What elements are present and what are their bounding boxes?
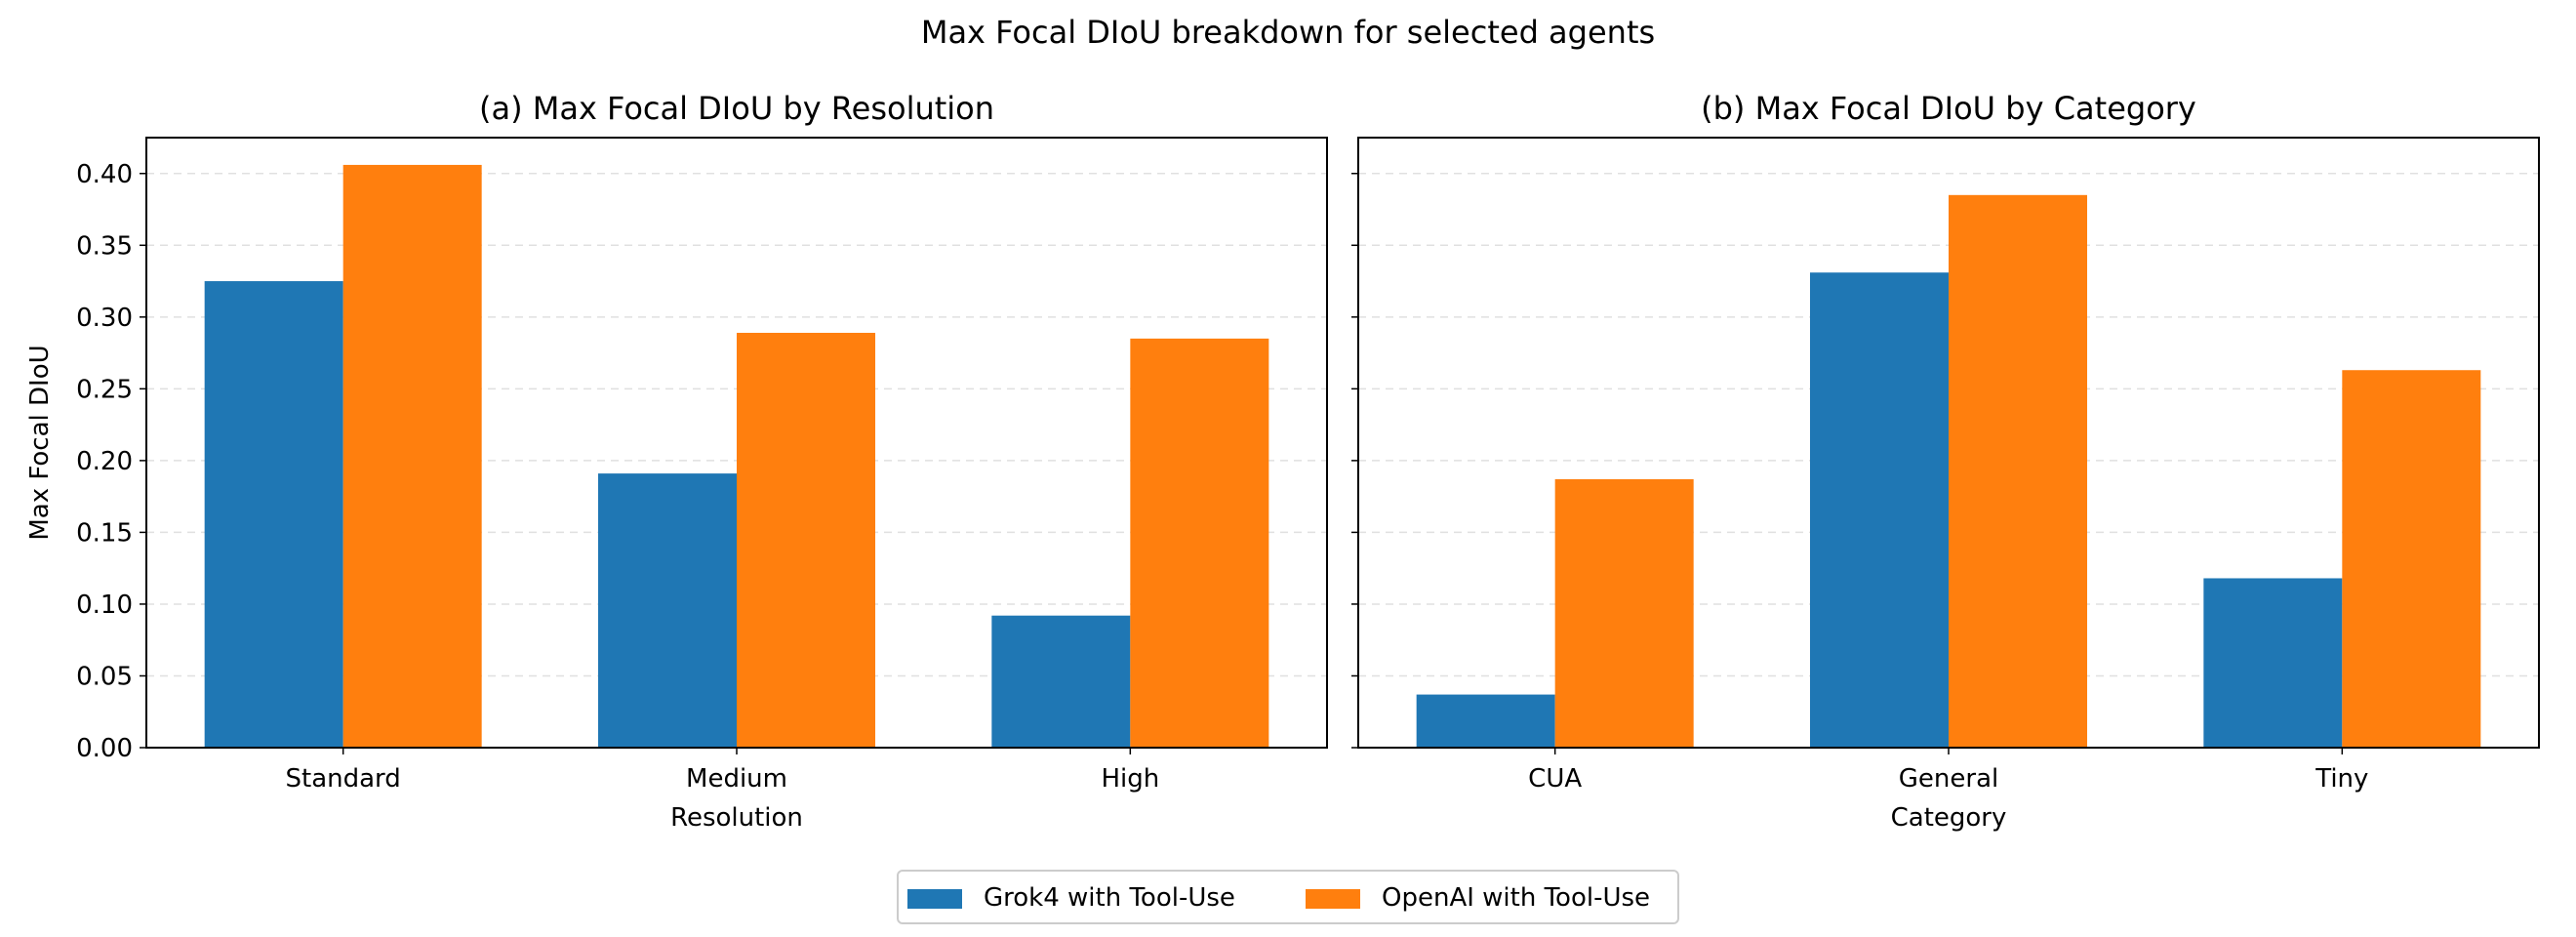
y-axis-category (1351, 173, 1358, 749)
legend-frame (897, 870, 1679, 924)
legend-swatch-openai (1306, 889, 1360, 909)
x-tick-label-cua: CUA (1528, 764, 1582, 794)
y-tick-label: 0.15 (76, 518, 133, 548)
legend: Grok4 with Tool-Use OpenAI with Tool-Use (897, 870, 1679, 924)
bar-grok4-with-tool-use-high (991, 615, 1131, 748)
legend-swatch-grok4 (907, 889, 962, 909)
y-tick-label: 0.30 (76, 304, 133, 333)
bar-openai-with-tool-use-cua (1554, 479, 1694, 748)
legend-label-openai: OpenAI with Tool-Use (1382, 883, 1650, 913)
bars-category (1416, 194, 2481, 748)
figure-title: Max Focal DIoU breakdown for selected ag… (921, 14, 1655, 51)
panel-category: CUA General Tiny (b) Max Focal DIoU by Cat… (1351, 90, 2540, 833)
x-tick-label-high: High (1101, 764, 1159, 794)
y-axis-label: Max Focal DIoU (25, 345, 55, 540)
bar-openai-with-tool-use-standard (342, 164, 482, 749)
bar-openai-with-tool-use-medium (737, 333, 875, 748)
y-tick-label: 0.25 (76, 375, 133, 404)
x-tick-label-standard: Standard (286, 764, 401, 794)
bar-grok4-with-tool-use-cua (1416, 694, 1555, 748)
y-tick-label: 0.00 (76, 734, 133, 763)
bars-resolution (204, 164, 1269, 749)
bar-openai-with-tool-use-general (1949, 194, 2087, 748)
x-axis-label-category: Category (1891, 803, 2007, 833)
x-axis-resolution: Standard Medium High (286, 748, 1159, 794)
x-tick-label-general: General (1899, 764, 1998, 794)
bar-grok4-with-tool-use-tiny (2203, 578, 2343, 748)
bar-grok4-with-tool-use-standard (204, 281, 343, 748)
x-tick-label-tiny: Tiny (2314, 764, 2368, 794)
y-tick-label: 0.10 (76, 591, 133, 620)
panel-resolution: 0.00 0.05 0.10 0.15 0.20 0.25 0.30 0.35 0.40 Sta… (25, 90, 1328, 833)
bar-openai-with-tool-use-tiny (2342, 370, 2481, 748)
y-axis-resolution: 0.00 0.05 0.10 0.15 0.20 0.25 0.30 0.35 0.40 (76, 160, 146, 763)
bar-grok4-with-tool-use-general (1810, 272, 1949, 748)
y-tick-label: 0.20 (76, 447, 133, 476)
x-axis-category: CUA General Tiny (1528, 748, 2368, 794)
panel-title-resolution: (a) Max Focal DIoU by Resolution (479, 90, 994, 127)
legend-label-grok4: Grok4 with Tool-Use (984, 883, 1235, 913)
y-tick-label: 0.05 (76, 662, 133, 691)
bar-grok4-with-tool-use-medium (598, 473, 737, 748)
y-tick-label: 0.35 (76, 231, 133, 261)
y-tick-label: 0.40 (76, 160, 133, 189)
panel-title-category: (b) Max Focal DIoU by Category (1701, 90, 2196, 127)
x-axis-label-resolution: Resolution (670, 803, 803, 833)
x-tick-label-medium: Medium (686, 764, 787, 794)
bar-openai-with-tool-use-high (1130, 338, 1269, 748)
